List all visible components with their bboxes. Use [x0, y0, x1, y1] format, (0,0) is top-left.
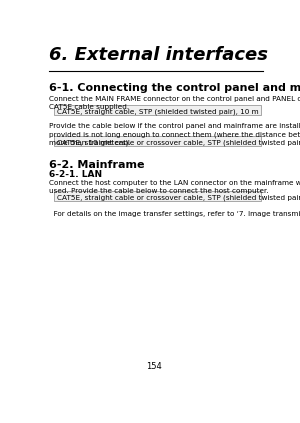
FancyBboxPatch shape	[54, 191, 261, 201]
Text: CAT5E, straight cable, STP (shielded twisted pair), 10 m: CAT5E, straight cable, STP (shielded twi…	[57, 108, 259, 115]
FancyBboxPatch shape	[54, 136, 261, 146]
Text: 6. External interfaces: 6. External interfaces	[49, 46, 268, 64]
Text: CAT5E, straight cable or crossover cable, STP (shielded twisted pair), max. 100 : CAT5E, straight cable or crossover cable…	[57, 139, 300, 146]
Text: Provide the cable below if the control panel and mainframe are installed in a lo: Provide the cable below if the control p…	[49, 123, 300, 146]
Text: CAT5E, straight cable or crossover cable, STP (shielded twisted pair), max. 100 : CAT5E, straight cable or crossover cable…	[57, 195, 300, 201]
Text: For details on the image transfer settings, refer to ‘7. Image transmission func: For details on the image transfer settin…	[49, 211, 300, 217]
FancyBboxPatch shape	[54, 105, 261, 115]
Text: 154: 154	[146, 362, 162, 371]
Text: Connect the host computer to the LAN connector on the mainframe when the image t: Connect the host computer to the LAN con…	[49, 180, 300, 195]
Text: 6-2-1. LAN: 6-2-1. LAN	[49, 170, 102, 179]
Text: 6-2. Mainframe: 6-2. Mainframe	[49, 160, 145, 170]
Text: Connect the MAIN FRAME connector on the control panel and PANEL connector on the: Connect the MAIN FRAME connector on the …	[49, 96, 300, 110]
Text: 6-1. Connecting the control panel and mainframe: 6-1. Connecting the control panel and ma…	[49, 83, 300, 93]
